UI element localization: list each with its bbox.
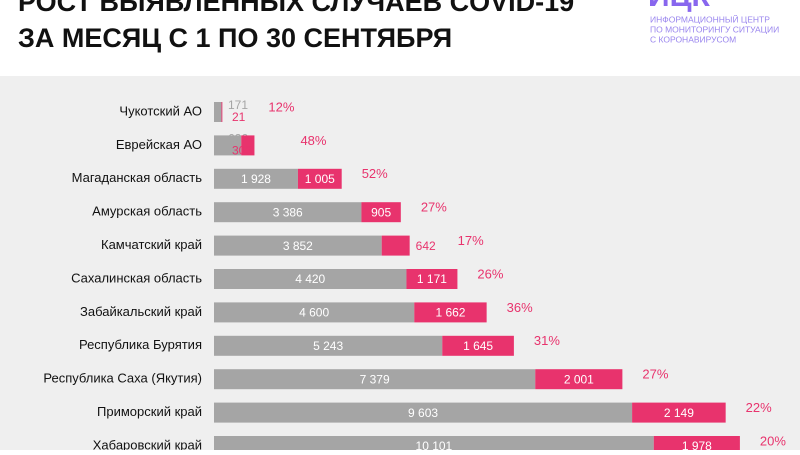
category-label: Республика Саха (Якутия) [43,371,202,386]
value-label: 1 662 [435,306,465,320]
chart-bg [0,76,800,450]
value-label: 7 379 [360,372,390,386]
bar-segment [241,135,255,156]
bar-segment [214,269,407,289]
value-label: 1 645 [463,339,493,353]
header-bg [0,0,800,76]
category-label: Забайкальский край [80,304,202,319]
value-label: 9 603 [408,406,438,420]
percent-label: 12% [268,99,294,114]
category-label: Магаданская область [72,170,203,185]
percent-label: 36% [507,300,533,315]
percent-label: 52% [362,166,388,181]
category-label: Амурская область [92,204,202,219]
chart-title: РОСТ ВЫЯВЛЕННЫХ СЛУЧАЕВ COVID-19 [18,0,574,17]
logo-text: ПО МОНИТОРИНГУ СИТУАЦИИ [650,24,779,34]
bar-segment [214,168,298,189]
value-label: 905 [371,205,391,219]
logo-mark: ИЦК [648,0,710,13]
bar-segment [214,102,222,122]
bar-segment [361,202,401,223]
percent-label: 31% [534,333,560,348]
percent-label: 26% [477,266,503,281]
percent-label: 20% [760,433,786,448]
value-label: 21 [232,110,246,124]
bar-segment [297,168,342,189]
category-label: Республика Бурятия [79,337,202,352]
value-label: 1 978 [682,439,712,450]
value-label: 171 [228,98,248,112]
bar-segment [221,102,223,122]
value-label: 4 420 [295,272,325,286]
value-label: 1 005 [305,172,335,186]
bar-segment [214,202,362,223]
percent-label: 22% [746,400,772,415]
logo-text: ИНФОРМАЦИОННЫЙ ЦЕНТР [650,13,770,24]
bar-segment [214,135,242,156]
bar-segment [214,235,382,256]
percent-label: 17% [458,233,484,248]
category-label: Еврейская АО [116,137,202,152]
chart-title: ЗА МЕСЯЦ С 1 ПО 30 СЕНТЯБРЯ [18,23,452,53]
value-label: 3 852 [283,239,313,253]
value-label: 1 171 [417,272,447,286]
value-label: 1 928 [241,172,271,186]
percent-label: 27% [642,367,668,382]
bar-segment [214,402,633,423]
bar-segment [381,235,410,256]
value-label: 4 600 [299,306,329,320]
bar-segment [214,369,536,390]
category-label: Хабаровский край [93,437,202,450]
bar-segment [414,302,487,323]
bar-segment [214,302,415,323]
value-label: 2 149 [664,406,694,420]
bar-segment [442,335,514,356]
logo-text: С КОРОНАВИРУСОМ [650,34,736,44]
value-label: 2 001 [564,372,594,386]
category-label: Приморский край [97,404,202,419]
bar-segment [632,402,726,423]
value-label: 10 101 [416,439,453,450]
value-label: 642 [416,239,436,253]
percent-label: 27% [421,200,447,215]
category-label: Камчатский край [101,237,202,252]
bar-segment [214,335,443,356]
value-label: 5 243 [313,339,343,353]
category-label: Чукотский АО [119,103,202,118]
bar-segment [535,369,623,390]
category-label: Сахалинская область [71,270,202,285]
bar-segment [406,269,458,289]
value-label: 3 386 [273,205,303,219]
value-label: 303 [232,144,252,158]
percent-label: 48% [300,133,326,148]
